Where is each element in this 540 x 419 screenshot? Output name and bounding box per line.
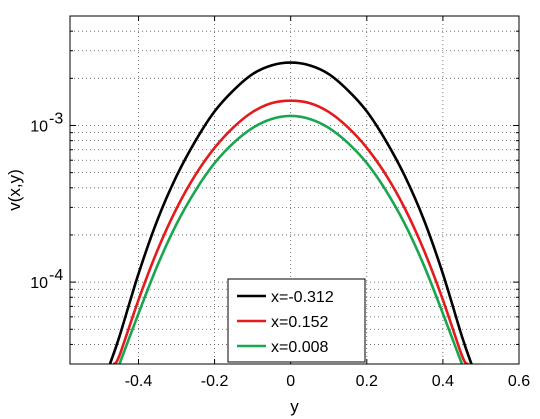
x-tick-label: 0.6 [508,373,530,390]
series-line-2 [112,99,469,364]
x-tick-label: 0.4 [432,373,454,390]
legend-entry-1: x=-0.312 [271,289,334,306]
axis-ticks [70,15,520,365]
y-tick-label: 10 [30,118,48,135]
x-tick-label: 0.2 [356,373,378,390]
y-tick-exponent: -3 [49,110,63,127]
x-tick-label: 0 [286,373,295,390]
x-tick-label: -0.4 [125,373,153,390]
legend-entry-3: x=0.008 [271,339,328,356]
legend: x=-0.312 x=0.152 x=0.008 [227,278,366,363]
series-line-3 [117,114,465,364]
x-tick-label: -0.2 [201,373,229,390]
y-axis-label: v(x,y) [5,169,24,211]
legend-entry-2: x=0.152 [271,314,328,331]
plot-frame [69,15,520,365]
series-lines [108,61,473,364]
x-axis-label: y [290,397,299,416]
y-tick-label: 10 [30,275,48,292]
series-line-1 [108,61,473,364]
x-tick-labels: -0.4 -0.2 0 0.2 0.4 0.6 [125,373,531,390]
y-tick-labels: 10-310-4 [30,110,63,292]
y-tick-exponent: -4 [49,267,63,284]
